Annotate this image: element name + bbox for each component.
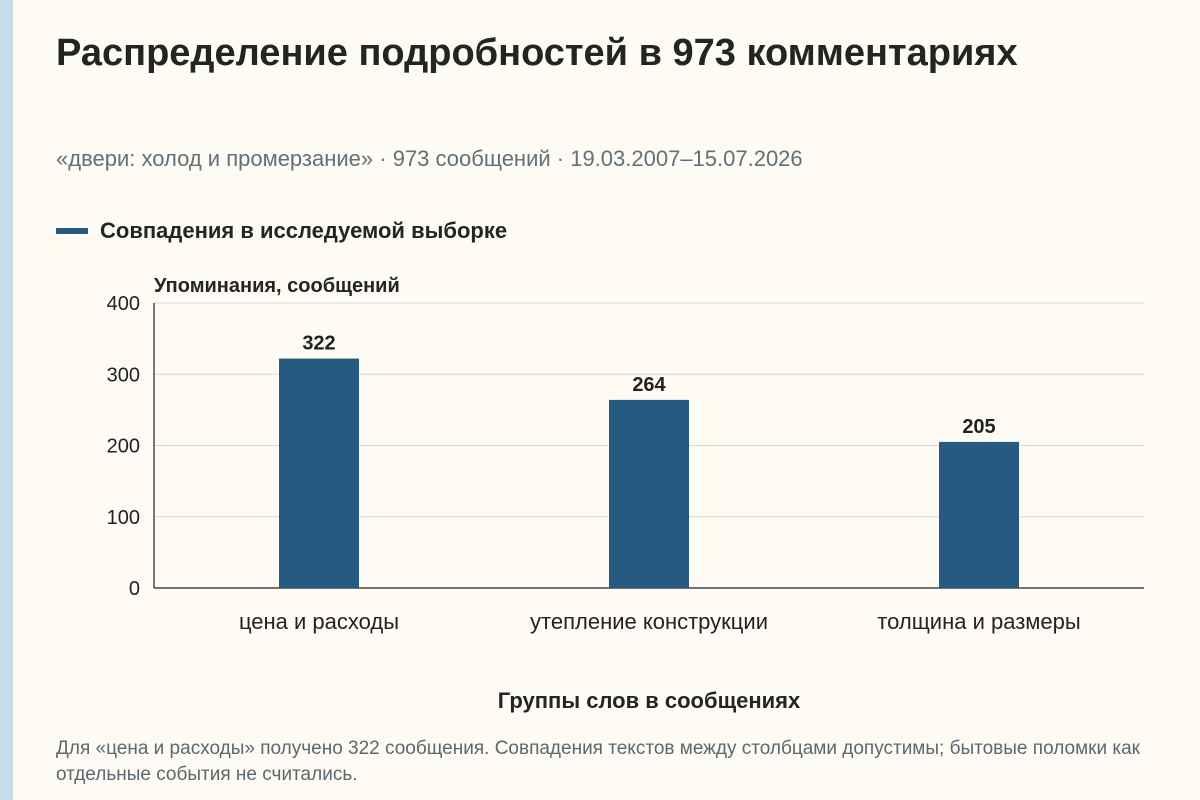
chart-subtitle: «двери: холод и промерзание» · 973 сообщ… — [56, 146, 803, 171]
y-tick-label: 200 — [107, 436, 140, 458]
y-axis-label: Упоминания, сообщений — [154, 275, 400, 297]
legend: Совпадения в исследуемой выборке — [56, 218, 507, 244]
legend-swatch — [56, 228, 88, 234]
left-accent-strip — [0, 0, 13, 800]
y-tick-label: 400 — [107, 293, 140, 315]
x-tick-label: цена и расходы — [239, 609, 399, 634]
footnote: Для «цена и расходы» получено 322 сообще… — [56, 738, 1140, 785]
bar-1 — [279, 358, 359, 588]
bar-2 — [609, 399, 689, 588]
data-label: 264 — [632, 374, 666, 396]
y-tick-label: 100 — [107, 507, 140, 529]
legend-label: Совпадения в исследуемой выборке — [100, 218, 508, 243]
chart-title: Распределение подробностей в 973 коммент… — [56, 32, 1018, 74]
y-tick-label: 0 — [129, 578, 140, 600]
x-axis-label: Группы слов в сообщениях — [498, 688, 801, 713]
data-label: 205 — [962, 416, 995, 438]
y-tick-label: 300 — [107, 364, 140, 386]
data-label: 322 — [302, 333, 335, 355]
bar-3 — [939, 441, 1019, 588]
x-tick-label: утепление конструкции — [530, 609, 768, 634]
x-tick-label: толщина и размеры — [877, 609, 1080, 634]
